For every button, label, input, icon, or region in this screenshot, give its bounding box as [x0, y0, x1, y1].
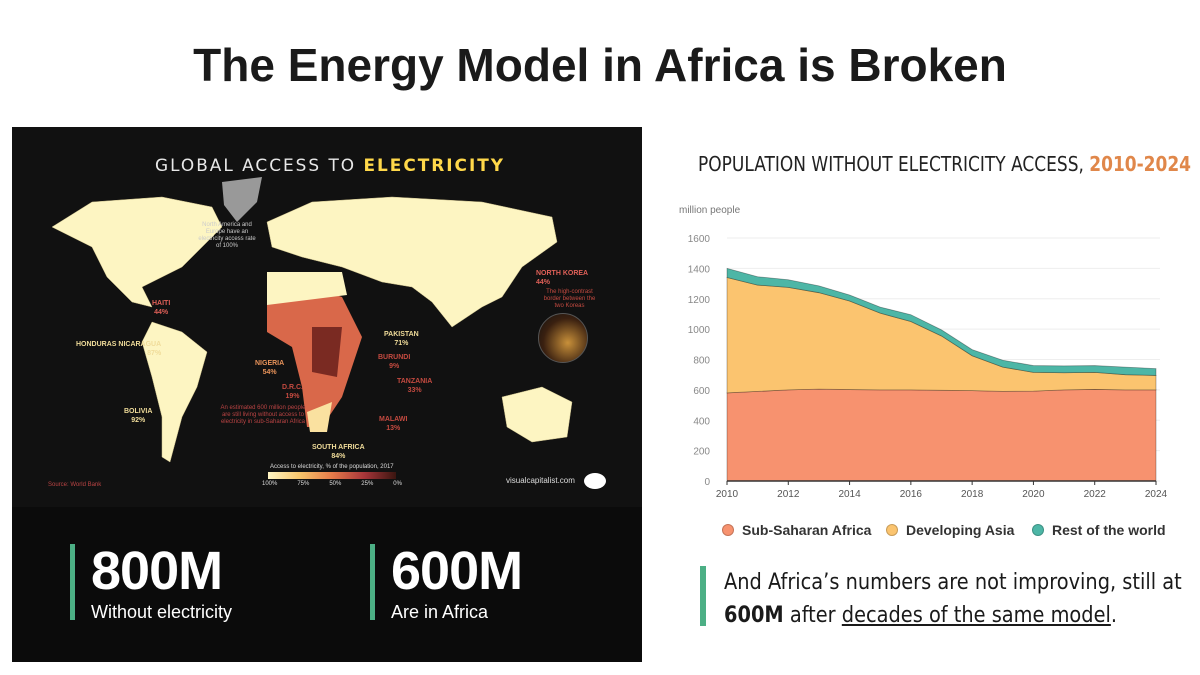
label-drc: D.R.C. 19% — [282, 384, 303, 400]
y-tick-label: 1600 — [688, 234, 711, 245]
map-title-b: ELECTRICITY — [363, 156, 505, 176]
page-title: The Energy Model in Africa is Broken — [193, 39, 1007, 91]
y-tick-label: 200 — [693, 447, 710, 458]
label-south-africa: SOUTH AFRICA 84% — [312, 444, 365, 460]
label-burundi: BURUNDI 9% — [378, 354, 411, 370]
note-north-america: North America and Europe have an electri… — [198, 222, 256, 249]
north-america — [51, 196, 223, 308]
x-tick-label: 2020 — [1022, 489, 1045, 500]
x-tick-label: 2014 — [838, 489, 861, 500]
stat-value: 600M — [391, 541, 523, 601]
area-sub-saharan-africa — [726, 388, 1157, 482]
x-tick-label: 2012 — [777, 489, 800, 500]
label-honduras: HONDURAS NICARAGUA 87% — [76, 341, 162, 357]
label-malawi: MALAWI 13% — [379, 416, 408, 432]
scale-ticks: 100% 75% 50% 25% 0% — [262, 481, 402, 487]
y-tick-label: 800 — [693, 356, 710, 367]
brand-text: visualcapitalist.com — [506, 476, 575, 485]
korea-night-image — [538, 313, 588, 363]
label-north-korea: NORTH KOREA 44% — [536, 270, 589, 286]
label-pakistan: PAKISTAN 71% — [384, 331, 419, 347]
x-tick-label: 2022 — [1084, 489, 1107, 500]
map-title: GLOBAL ACCESS TO ELECTRICITY — [155, 156, 505, 176]
note-korea: The high-contrast border between the two… — [543, 289, 596, 309]
legend-sub-saharan-africa: Sub-Saharan Africa — [722, 522, 871, 538]
electricity-map-panel: GLOBAL ACCESS TO ELECTRICITY HAITI 44% HO… — [12, 127, 642, 662]
y-tick-label: 400 — [693, 416, 710, 427]
note-africa: An estimated 600 million people are stil… — [220, 405, 306, 425]
x-tick-label: 2016 — [900, 489, 923, 500]
color-scale-bar — [268, 472, 396, 479]
south-america — [141, 321, 208, 463]
area-rest-of-the-world — [726, 267, 1157, 376]
europe-asia — [266, 196, 558, 328]
legend-rest-of-world: Rest of the world — [1032, 522, 1166, 538]
map-title-a: GLOBAL ACCESS TO — [155, 156, 363, 176]
label-tanzania: TANZANIA 33% — [397, 378, 433, 394]
scale-title: Access to electricity, % of the populati… — [270, 464, 394, 470]
label-nigeria: NIGERIA 54% — [255, 360, 285, 376]
stacked-area-chart: million people 0 200 400 600 800 1000 1200 1400 1… — [679, 205, 1168, 500]
y-tick-label: 0 — [704, 477, 710, 488]
y-tick-label: 600 — [693, 386, 710, 397]
quote-text: And Africa’s numbers are not improving, … — [724, 570, 1182, 628]
y-tick-label: 1200 — [688, 295, 711, 306]
x-tick-label: 2018 — [961, 489, 984, 500]
x-tick-label: 2024 — [1145, 489, 1168, 500]
x-tick-label: 2010 — [716, 489, 739, 500]
legend-developing-asia: Developing Asia — [886, 522, 1014, 538]
label-haiti: HAITI 44% — [152, 300, 171, 316]
stat-value: 800M — [91, 541, 223, 601]
label-bolivia: BOLIVIA 92% — [124, 408, 153, 424]
world-map: GLOBAL ACCESS TO ELECTRICITY — [12, 127, 642, 507]
stat-label: Are in Africa — [391, 602, 489, 622]
stat-label: Without electricity — [91, 602, 233, 622]
y-axis-label: million people — [679, 205, 741, 216]
map-source: Source: World Bank — [48, 482, 102, 488]
chart-title: POPULATION WITHOUT ELECTRICITY ACCESS, 2… — [698, 152, 1191, 176]
greenland — [222, 177, 262, 222]
australia — [501, 386, 573, 443]
brand-logo-icon — [584, 473, 606, 489]
north-africa — [267, 272, 347, 305]
y-tick-label: 1400 — [688, 264, 711, 275]
y-tick-label: 1000 — [688, 325, 711, 336]
